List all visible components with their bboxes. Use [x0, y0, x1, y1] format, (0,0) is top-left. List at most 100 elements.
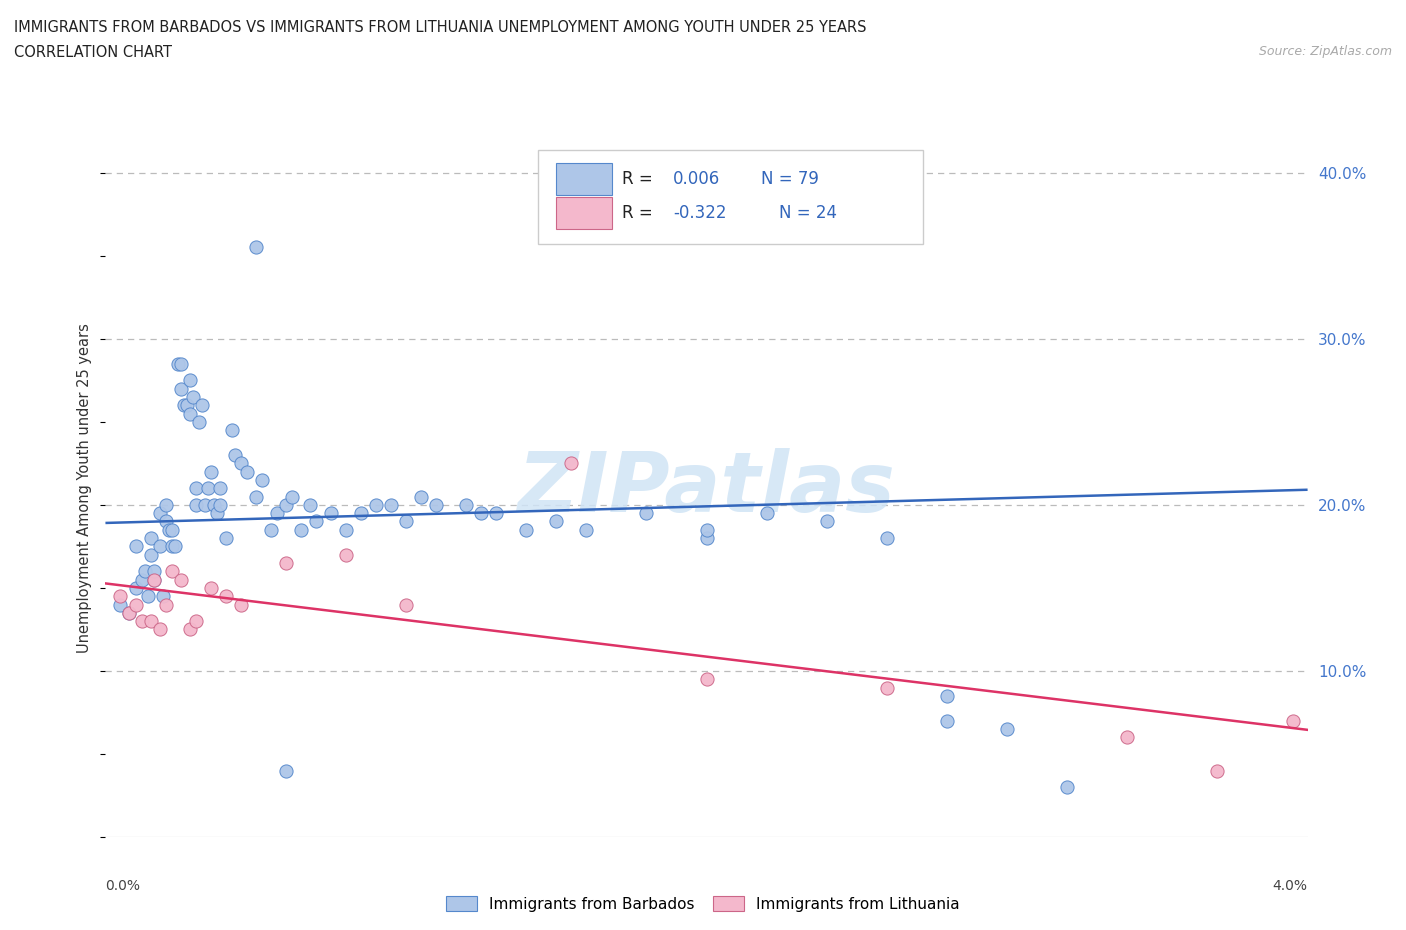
Point	[305, 514, 328, 529]
Point	[124, 580, 146, 595]
Point	[319, 506, 342, 521]
Point	[995, 722, 1018, 737]
Point	[696, 531, 718, 546]
Point	[470, 506, 492, 521]
Point	[173, 398, 195, 413]
Point	[179, 622, 201, 637]
Text: 4.0%: 4.0%	[1272, 879, 1308, 893]
Point	[179, 373, 201, 388]
Point	[335, 547, 357, 562]
Point	[221, 422, 243, 438]
Point	[409, 489, 432, 504]
Point	[118, 605, 141, 620]
Point	[485, 506, 508, 521]
Point	[266, 506, 288, 521]
Point	[194, 498, 217, 512]
Point	[169, 381, 191, 396]
Point	[166, 356, 188, 371]
Point	[163, 539, 186, 554]
Point	[229, 597, 252, 612]
Text: 0.0%: 0.0%	[105, 879, 141, 893]
Point	[205, 506, 228, 521]
Point	[184, 498, 207, 512]
Point	[696, 671, 718, 686]
Point	[274, 555, 297, 570]
Point	[142, 572, 165, 587]
Point	[118, 605, 141, 620]
FancyBboxPatch shape	[538, 150, 922, 245]
FancyBboxPatch shape	[557, 163, 612, 194]
Point	[155, 514, 177, 529]
Point	[148, 506, 170, 521]
Point	[124, 597, 146, 612]
Point	[350, 506, 373, 521]
Point	[160, 564, 183, 578]
Text: 0.006: 0.006	[673, 169, 720, 188]
Text: IMMIGRANTS FROM BARBADOS VS IMMIGRANTS FROM LITHUANIA UNEMPLOYMENT AMONG YOUTH U: IMMIGRANTS FROM BARBADOS VS IMMIGRANTS F…	[14, 20, 866, 35]
Text: Source: ZipAtlas.com: Source: ZipAtlas.com	[1258, 45, 1392, 58]
FancyBboxPatch shape	[557, 197, 612, 230]
Point	[131, 572, 153, 587]
Text: R =: R =	[623, 169, 658, 188]
Point	[560, 456, 582, 471]
Point	[224, 447, 246, 462]
Point	[936, 713, 959, 728]
Point	[245, 240, 267, 255]
Text: N = 79: N = 79	[761, 169, 818, 188]
Point	[169, 572, 191, 587]
Point	[131, 614, 153, 629]
Point	[274, 764, 297, 778]
Point	[157, 523, 180, 538]
Point	[1206, 764, 1229, 778]
Point	[876, 680, 898, 695]
Point	[1281, 713, 1303, 728]
Point	[197, 481, 219, 496]
Point	[110, 597, 132, 612]
Point	[380, 498, 402, 512]
Text: ZIPatlas: ZIPatlas	[517, 447, 896, 529]
Point	[160, 539, 183, 554]
Point	[454, 498, 477, 512]
Point	[124, 539, 146, 554]
Point	[139, 547, 162, 562]
Point	[208, 498, 231, 512]
Point	[176, 398, 198, 413]
Point	[298, 498, 321, 512]
Point	[876, 531, 898, 546]
Point	[546, 514, 568, 529]
Point	[290, 523, 312, 538]
Text: CORRELATION CHART: CORRELATION CHART	[14, 45, 172, 60]
Point	[200, 580, 222, 595]
Y-axis label: Unemployment Among Youth under 25 years: Unemployment Among Youth under 25 years	[77, 324, 93, 653]
Point	[142, 564, 165, 578]
Point	[250, 472, 273, 487]
Point	[229, 456, 252, 471]
Point	[1116, 730, 1139, 745]
Point	[187, 415, 209, 430]
Point	[214, 531, 236, 546]
Point	[181, 390, 204, 405]
Point	[148, 622, 170, 637]
Point	[245, 489, 267, 504]
Point	[169, 356, 191, 371]
Point	[575, 523, 598, 538]
Point	[755, 506, 778, 521]
Point	[179, 406, 201, 421]
Point	[395, 597, 418, 612]
Point	[152, 589, 174, 604]
Text: N = 24: N = 24	[779, 205, 837, 222]
Point	[425, 498, 447, 512]
Point	[281, 489, 304, 504]
Point	[696, 523, 718, 538]
Point	[214, 589, 236, 604]
Text: R =: R =	[623, 205, 658, 222]
Point	[202, 498, 225, 512]
Point	[936, 688, 959, 703]
Point	[515, 523, 537, 538]
Point	[142, 572, 165, 587]
Point	[636, 506, 658, 521]
Point	[200, 464, 222, 479]
Point	[235, 464, 257, 479]
Point	[364, 498, 387, 512]
Legend: Immigrants from Barbados, Immigrants from Lithuania: Immigrants from Barbados, Immigrants fro…	[440, 889, 966, 918]
